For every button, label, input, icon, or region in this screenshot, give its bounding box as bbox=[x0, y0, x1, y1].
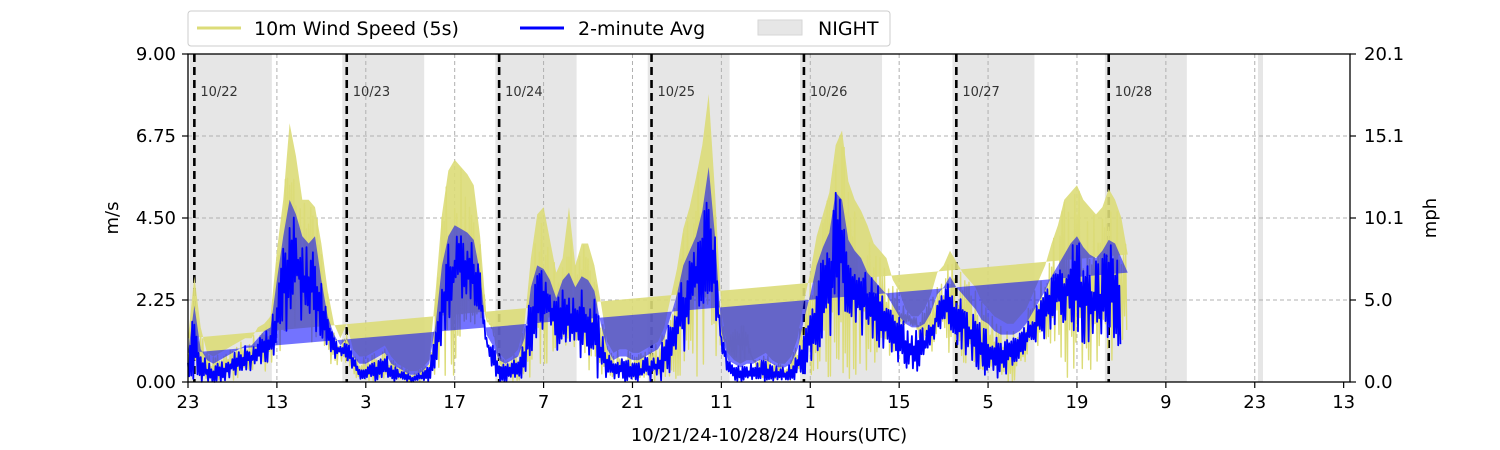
x-tick-label: 11 bbox=[710, 392, 733, 413]
y-axis-ticks: 0.00 2.25 4.50 6.75 9.00 bbox=[136, 44, 188, 393]
day-marker-label: 10/28 bbox=[1115, 85, 1152, 100]
legend: 10m Wind Speed (5s) 2-minute Avg NIGHT bbox=[187, 10, 891, 47]
x-tick-label: 21 bbox=[621, 392, 644, 413]
y-right-tick-label: 5.0 bbox=[1364, 290, 1393, 311]
x-tick-label: 9 bbox=[1160, 392, 1171, 413]
series-line bbox=[187, 191, 1122, 383]
series-layer bbox=[187, 94, 1128, 383]
legend-label: 2-minute Avg bbox=[578, 18, 705, 40]
x-axis-ticks: 23 13 3 17 7 21 11 1 15 5 19 9 23 13 bbox=[177, 382, 1355, 413]
y-right-tick-label: 0.0 bbox=[1364, 372, 1393, 393]
x-tick-label: 7 bbox=[538, 392, 549, 413]
x-tick-label: 3 bbox=[360, 392, 371, 413]
y-right-tick-label: 15.1 bbox=[1364, 126, 1404, 147]
x-tick-label: 5 bbox=[982, 392, 993, 413]
legend-label: NIGHT bbox=[818, 18, 879, 40]
x-tick-label: 13 bbox=[265, 392, 288, 413]
y-right-tick-label: 10.1 bbox=[1364, 208, 1404, 229]
y-tick-label: 9.00 bbox=[136, 44, 176, 65]
y-tick-label: 2.25 bbox=[136, 290, 176, 311]
x-tick-label: 23 bbox=[177, 392, 200, 413]
x-tick-label: 15 bbox=[888, 392, 911, 413]
y-tick-label: 0.00 bbox=[136, 372, 176, 393]
x-tick-label: 13 bbox=[1332, 392, 1355, 413]
y-right-tick-label: 20.1 bbox=[1364, 44, 1404, 65]
y-tick-label: 6.75 bbox=[136, 126, 176, 147]
y-tick-label: 4.50 bbox=[136, 208, 176, 229]
day-marker-label: 10/22 bbox=[200, 85, 237, 100]
x-tick-label: 1 bbox=[805, 392, 816, 413]
y-axis-right-ticks: 0.0 5.0 10.1 15.1 20.1 bbox=[1350, 44, 1404, 393]
x-tick-label: 23 bbox=[1243, 392, 1266, 413]
x-tick-label: 17 bbox=[443, 392, 466, 413]
legend-label: 10m Wind Speed (5s) bbox=[254, 18, 459, 40]
x-tick-label: 19 bbox=[1066, 392, 1089, 413]
day-marker-label: 10/23 bbox=[353, 85, 390, 100]
day-marker-label: 10/24 bbox=[505, 85, 542, 100]
series-2min-avg bbox=[187, 166, 1128, 383]
y-axis-label: m/s bbox=[102, 202, 123, 235]
x-axis-label: 10/21/24-10/28/24 Hours(UTC) bbox=[631, 425, 907, 446]
day-marker-label: 10/27 bbox=[962, 85, 999, 100]
y-axis-right-label: mph bbox=[1420, 198, 1441, 238]
day-marker-label: 10/25 bbox=[658, 85, 695, 100]
legend-night-patch bbox=[757, 19, 803, 36]
day-marker-label: 10/26 bbox=[810, 85, 847, 100]
series-envelope bbox=[188, 166, 1128, 375]
